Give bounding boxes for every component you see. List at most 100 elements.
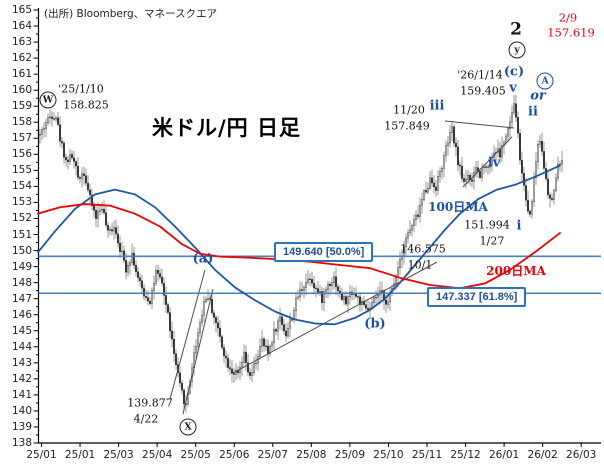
candle-body bbox=[377, 294, 380, 298]
candle-body bbox=[100, 208, 103, 211]
candle-body bbox=[317, 288, 320, 293]
candle-body bbox=[315, 287, 318, 289]
candle-body bbox=[289, 319, 292, 329]
candle-body bbox=[106, 224, 109, 231]
annotation-26114: '26/1/14 bbox=[457, 68, 503, 82]
candle-body bbox=[309, 278, 312, 280]
candle-body bbox=[517, 116, 520, 134]
candle-body bbox=[283, 324, 286, 332]
candle-body bbox=[164, 295, 167, 305]
candle-body bbox=[214, 317, 217, 323]
candle-body bbox=[319, 291, 322, 293]
candle-body bbox=[228, 367, 231, 370]
candle-body bbox=[174, 353, 177, 365]
candle-body bbox=[250, 372, 253, 376]
candle-body bbox=[196, 332, 199, 347]
candle-body bbox=[254, 362, 257, 365]
candle-body bbox=[116, 233, 119, 244]
candle-body bbox=[531, 201, 534, 215]
candle-body bbox=[64, 157, 67, 161]
candle-body bbox=[128, 262, 131, 266]
candle-body bbox=[182, 390, 185, 405]
candle-body bbox=[341, 292, 344, 300]
trendline bbox=[182, 288, 214, 415]
candle-body bbox=[445, 145, 448, 156]
candle-body bbox=[555, 177, 558, 191]
annotation-ii: ii bbox=[528, 104, 538, 120]
y-axis-label: 139 bbox=[11, 420, 32, 433]
annotation-c: (c) bbox=[503, 64, 525, 80]
candle-body bbox=[218, 327, 221, 337]
candle-body bbox=[479, 170, 482, 178]
candle-body bbox=[347, 296, 350, 305]
candle-body bbox=[66, 159, 69, 162]
candle-body bbox=[285, 330, 288, 337]
candle-body bbox=[265, 345, 268, 347]
candle-body bbox=[337, 286, 340, 292]
candle-body bbox=[295, 297, 298, 311]
annotation-159405: 159.405 bbox=[460, 84, 506, 98]
candle-body bbox=[156, 270, 159, 274]
candle-body bbox=[463, 178, 466, 182]
x-axis-label: 25/01 bbox=[64, 449, 96, 461]
y-axis-label: 150 bbox=[11, 244, 32, 257]
candle-body bbox=[279, 316, 282, 322]
candle-body bbox=[220, 336, 223, 348]
candle-body bbox=[269, 345, 272, 354]
annotation-422: 4/22 bbox=[133, 412, 159, 426]
candle-body bbox=[439, 171, 442, 177]
fib-level-box: 149.640 [50.0%] bbox=[274, 242, 374, 262]
candle-body bbox=[387, 301, 390, 305]
candle-body bbox=[59, 124, 62, 142]
y-axis-label: 157 bbox=[11, 132, 32, 145]
candle-body bbox=[252, 363, 255, 373]
annotation-127: 1/27 bbox=[479, 234, 505, 248]
candle-body bbox=[449, 132, 452, 144]
candle-body bbox=[327, 283, 330, 290]
candle-body bbox=[471, 179, 474, 182]
candle-body bbox=[307, 278, 310, 283]
candle-body bbox=[547, 178, 550, 196]
candle-body bbox=[204, 299, 207, 302]
candle-body bbox=[513, 103, 516, 113]
candle-body bbox=[311, 279, 314, 284]
annotation-139877: 139.877 bbox=[127, 396, 173, 410]
candle-body bbox=[230, 368, 233, 374]
candle-body bbox=[511, 112, 514, 123]
candle-body bbox=[421, 199, 424, 206]
candle-body bbox=[178, 372, 181, 384]
candle-body bbox=[431, 177, 434, 184]
candle-body bbox=[367, 308, 370, 310]
y-axis-label: 161 bbox=[11, 68, 32, 81]
candle-body bbox=[120, 250, 123, 252]
candle-body bbox=[429, 177, 432, 189]
candle-body bbox=[329, 283, 332, 286]
candle-body bbox=[273, 329, 276, 344]
candle-body bbox=[551, 198, 554, 200]
y-axis-label: 143 bbox=[11, 356, 32, 369]
candle-body bbox=[53, 118, 56, 120]
candle-body bbox=[457, 146, 460, 166]
candle-body bbox=[86, 182, 89, 191]
candle-body bbox=[210, 298, 213, 314]
wave-circle-w: W bbox=[39, 91, 57, 109]
candle-body bbox=[212, 312, 215, 318]
candle-body bbox=[68, 154, 71, 162]
y-axis-label: 144 bbox=[11, 340, 32, 353]
candle-body bbox=[523, 173, 526, 186]
candle-body bbox=[441, 168, 444, 172]
candle-body bbox=[80, 173, 83, 179]
y-axis-label: 140 bbox=[11, 404, 32, 417]
candle-body bbox=[509, 121, 512, 129]
y-axis-label: 138 bbox=[11, 437, 32, 449]
x-axis-label: 25/08 bbox=[296, 449, 327, 461]
candle-body bbox=[415, 214, 418, 220]
annotation-157849: 157.849 bbox=[384, 119, 430, 133]
y-axis-label: 159 bbox=[11, 100, 32, 113]
y-axis-label: 145 bbox=[11, 324, 32, 337]
candle-body bbox=[138, 277, 141, 281]
x-axis-label: 25/06 bbox=[219, 449, 250, 461]
y-axis-label: 165 bbox=[11, 4, 32, 16]
candle-body bbox=[72, 157, 75, 162]
candle-body bbox=[92, 205, 95, 211]
